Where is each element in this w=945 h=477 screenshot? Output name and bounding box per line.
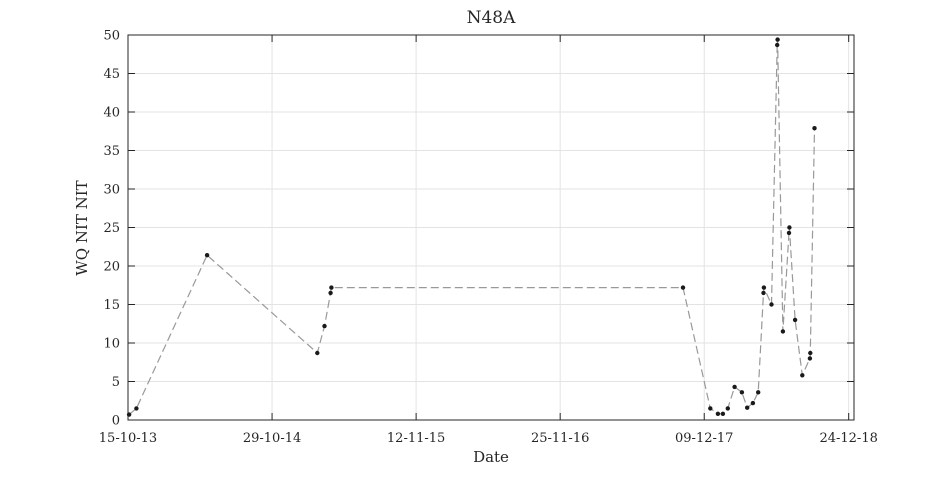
data-point — [780, 329, 786, 334]
y-tick-label: 50 — [103, 29, 120, 44]
data-point — [328, 290, 333, 296]
data-point — [792, 317, 798, 323]
y-tick-label: 25 — [103, 221, 120, 236]
data-point — [756, 390, 761, 395]
data-point — [680, 285, 686, 290]
chart-title: N48A — [467, 8, 517, 28]
data-point — [204, 253, 210, 258]
data-point — [739, 390, 745, 395]
data-point — [769, 302, 774, 307]
x-tick-label: 29-10-14 — [243, 431, 301, 446]
x-axis-label: Date — [473, 448, 509, 466]
data-point — [720, 411, 726, 416]
y-tick-label: 30 — [103, 183, 120, 198]
data-point — [715, 411, 721, 416]
data-point — [808, 350, 813, 356]
data-point — [708, 406, 713, 411]
data-point — [134, 406, 139, 411]
data-point — [761, 290, 766, 296]
data-point — [126, 412, 132, 417]
data-point — [315, 350, 320, 356]
data-point — [761, 285, 767, 290]
data-point — [725, 406, 730, 411]
y-axis-label: WQ NIT NIT — [73, 180, 91, 275]
y-tick-label: 5 — [112, 375, 120, 390]
data-point — [732, 384, 737, 390]
y-tick-label: 15 — [103, 298, 120, 313]
data-series — [126, 37, 817, 417]
data-point — [812, 126, 817, 131]
data-point — [750, 400, 756, 406]
data-point — [745, 405, 750, 410]
y-tick-label: 45 — [103, 67, 120, 82]
y-axis: 0 5 10 15 20 25 30 35 40 45 50 — [103, 29, 854, 429]
data-point — [787, 225, 792, 230]
series-line — [128, 39, 816, 416]
data-point — [800, 373, 805, 378]
x-tick-label: 12-11-15 — [387, 431, 445, 446]
x-tick-label: 24-12-18 — [819, 431, 877, 446]
data-point — [775, 37, 780, 42]
data-point — [329, 285, 334, 290]
x-tick-label: 09-12-17 — [675, 431, 733, 446]
x-axis: 15-10-13 29-10-14 12-11-15 25-11-16 09-12-17… — [99, 35, 878, 446]
y-tick-label: 35 — [103, 144, 120, 159]
y-tick-label: 0 — [112, 414, 120, 429]
data-point — [322, 323, 327, 329]
data-point — [786, 230, 792, 236]
x-tick-label: 25-11-16 — [531, 431, 589, 446]
grid — [127, 34, 854, 421]
y-tick-label: 10 — [103, 337, 120, 352]
data-point — [775, 42, 780, 48]
y-tick-label: 40 — [103, 106, 120, 121]
data-point — [807, 356, 813, 361]
y-tick-label: 20 — [103, 260, 120, 275]
x-tick-label: 15-10-13 — [99, 431, 157, 446]
